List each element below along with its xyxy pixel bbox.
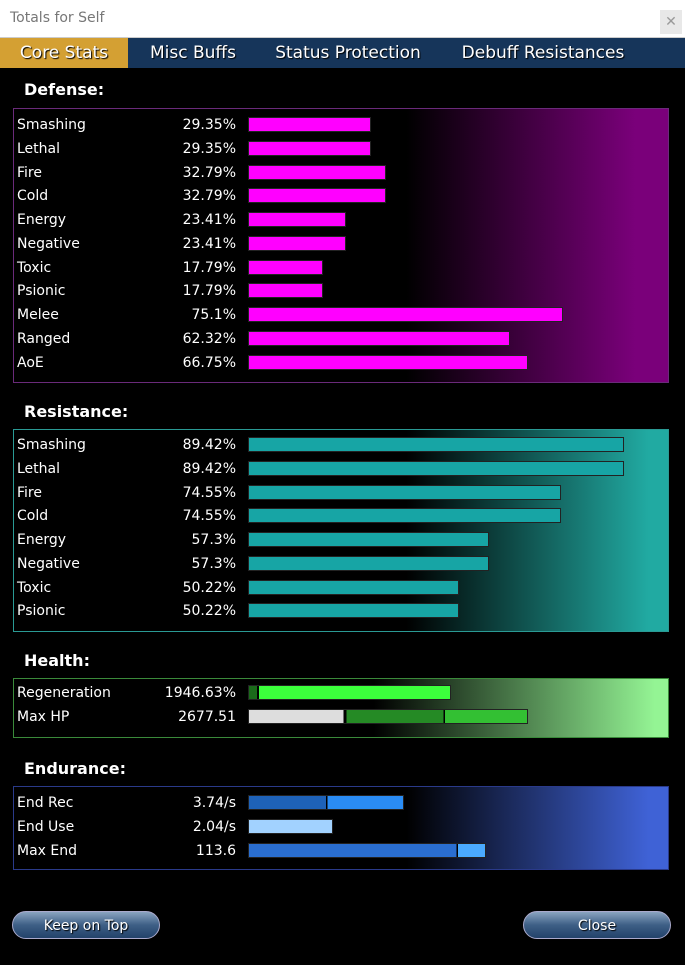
stat-label: Energy — [17, 532, 67, 548]
stat-value: 57.3% — [191, 555, 236, 572]
stat-label: Lethal — [17, 140, 60, 157]
stat-value: 89.42% — [182, 437, 236, 453]
stat-label: Psionic — [17, 283, 66, 300]
stat-value: 57.3% — [191, 532, 236, 548]
stat-value: 17.79% — [182, 283, 236, 300]
stat-bar — [248, 354, 529, 370]
stat-label: AoE — [17, 354, 44, 371]
section-heading: Endurance: — [24, 759, 126, 778]
stat-bar — [248, 842, 486, 858]
stat-label: Cold — [17, 508, 49, 525]
stat-value: 3.74/s — [192, 795, 236, 811]
stat-value: 2677.51 — [178, 708, 236, 725]
stat-value: 29.35% — [182, 140, 236, 157]
stat-bar — [248, 818, 333, 834]
stat-bar — [248, 212, 347, 227]
stat-label: Fire — [17, 484, 42, 501]
button[interactable]: Keep on Top — [12, 911, 160, 939]
active-tab-bg — [0, 38, 128, 68]
stat-value: 50.22% — [182, 603, 236, 620]
stat-value: 113.6 — [195, 842, 236, 859]
close-icon[interactable]: ✕ — [660, 10, 682, 34]
stat-label: Ranged — [17, 330, 71, 347]
stat-label: Smashing — [17, 437, 86, 453]
stat-bar — [248, 508, 562, 524]
window-title: Totals for Self — [10, 10, 105, 26]
stat-label: Psionic — [17, 603, 66, 620]
section-heading: Defense: — [24, 80, 105, 99]
stat-value: 17.79% — [182, 259, 236, 276]
stat-value: 74.55% — [182, 484, 236, 501]
stat-label: Negative — [17, 555, 80, 572]
stat-value: 23.41% — [182, 212, 236, 228]
stat-value: 32.79% — [182, 164, 236, 181]
title-bar — [0, 0, 685, 38]
stat-bar — [248, 708, 528, 724]
button[interactable]: Close — [523, 911, 671, 939]
section-heading: Health: — [24, 651, 90, 670]
stat-value: 66.75% — [182, 354, 236, 371]
stat-bar — [248, 235, 347, 251]
stat-label: Max HP — [17, 708, 70, 725]
stat-label: Fire — [17, 164, 42, 181]
stat-bar — [248, 437, 624, 452]
stat-bar — [248, 283, 323, 299]
stat-label: Toxic — [17, 259, 52, 276]
stat-label: Toxic — [17, 579, 52, 596]
stat-bar — [248, 164, 386, 180]
stat-value: 1946.63% — [164, 685, 236, 701]
stat-label: Lethal — [17, 460, 60, 477]
stat-bar — [248, 330, 510, 346]
stat-bar — [248, 795, 404, 810]
stat-value: 75.1% — [191, 307, 236, 323]
stat-value: 74.55% — [182, 508, 236, 525]
section-heading: Resistance: — [24, 402, 129, 421]
stat-label: Melee — [17, 307, 59, 323]
stat-value: 62.32% — [182, 330, 236, 347]
stat-label: End Use — [17, 818, 75, 835]
tab[interactable]: Core Stats — [19, 43, 109, 63]
stat-label: Negative — [17, 235, 80, 252]
stat-value: 50.22% — [182, 579, 236, 596]
tab[interactable]: Debuff Resistances — [461, 43, 625, 63]
stat-bar — [248, 555, 489, 571]
stat-value: 89.42% — [182, 460, 236, 477]
stat-bar — [248, 188, 386, 204]
stat-bar — [248, 603, 459, 619]
stat-value: 23.41% — [182, 235, 236, 252]
stat-value: 2.04/s — [192, 818, 236, 835]
stat-value: 29.35% — [182, 117, 236, 133]
stat-bar — [248, 579, 459, 595]
stat-value: 32.79% — [182, 188, 236, 205]
stat-bar — [248, 532, 489, 547]
stat-bar — [248, 685, 452, 700]
stat-bar — [248, 259, 323, 275]
stat-label: Regeneration — [17, 685, 111, 701]
stat-label: Cold — [17, 188, 49, 205]
stat-label: Smashing — [17, 117, 86, 133]
stat-label: Max End — [17, 842, 77, 859]
stat-bar — [248, 117, 372, 132]
section-panel — [13, 429, 669, 632]
stat-label: Energy — [17, 212, 67, 228]
stat-bar — [248, 460, 624, 476]
stat-bar — [248, 307, 564, 322]
tab[interactable]: Misc Buffs — [149, 43, 236, 63]
tab[interactable]: Status Protection — [275, 43, 421, 63]
stat-label: End Rec — [17, 795, 74, 811]
stat-bar — [248, 140, 372, 156]
stat-bar — [248, 484, 562, 500]
